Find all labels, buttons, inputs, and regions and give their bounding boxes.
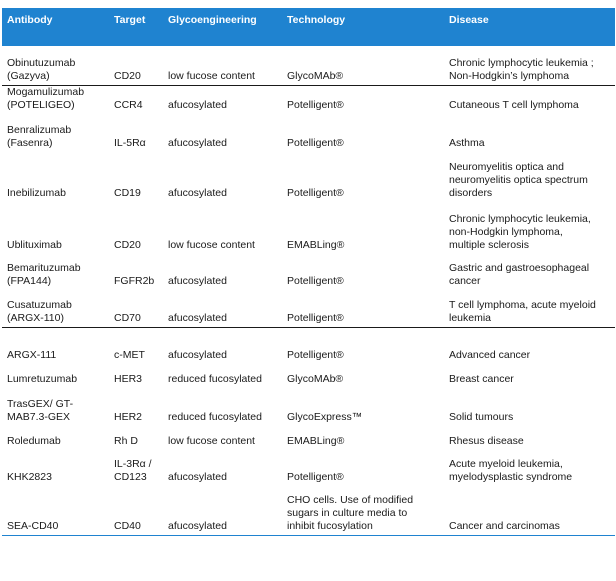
header-disease: Disease — [444, 8, 615, 46]
cell-tech: Potelligent® — [287, 470, 344, 483]
table-row: Lumretuzumab HER3 reduced fucosylated Glyco… — [2, 364, 615, 388]
cell-tech: CHO cells. Use of modified sugars in cult… — [282, 485, 444, 536]
cell-antibody: Bemarituzumab (FPA144) — [7, 261, 81, 287]
cell-antibody: SEA-CD40 — [2, 485, 109, 536]
cell-target: CD40 — [109, 485, 163, 536]
cell-glyco: reduced fucosylated — [168, 372, 262, 385]
cell-tech: EMABLing® — [287, 238, 345, 251]
cell-glyco: reduced fucosylated — [168, 410, 262, 423]
cell-target: FGFR2b — [114, 274, 155, 287]
header-row: Antibody Target Glycoengineering Technol… — [2, 8, 615, 46]
table-row: TrasGEX/ GT- MAB7.3-GEX HER2 reduced fucosy… — [2, 388, 615, 426]
table-header: Antibody Target Glycoengineering Technol… — [2, 8, 615, 46]
antibody-table: Antibody Target Glycoengineering Technol… — [2, 8, 615, 536]
header-target: Target — [109, 8, 163, 46]
cell-tech: Potelligent® — [287, 136, 344, 149]
cell-disease: Gastric and gastroesophageal cancer — [449, 261, 590, 287]
cell-antibody: Inebilizumab — [7, 186, 66, 199]
cell-antibody: Lumretuzumab — [7, 372, 78, 385]
cell-antibody: Benralizumab (Fasenra) — [7, 123, 72, 149]
cell-target: IL-3Rα / CD123 — [114, 457, 152, 483]
cell-tech: Potelligent® — [287, 348, 344, 361]
cell-target: CD70 — [109, 289, 163, 328]
cell-target: CD20 — [114, 238, 141, 251]
table-row: Ublituximab CD20 low fucose content EMABLin… — [2, 202, 615, 254]
table-row: Bemarituzumab (FPA144) FGFR2b afucosylated P… — [2, 254, 615, 290]
table-row: Cusatuzumab (ARGX-110) CD70 afucosylated Pot… — [2, 289, 615, 328]
cell-antibody: Ublituximab — [7, 238, 62, 251]
table-row: ARGX-111 c-MET afucosylated Potelligent® Adv… — [2, 328, 615, 364]
table-row: KHK2823 IL-3Rα / CD123 afucosylated Potellig… — [2, 450, 615, 486]
cell-glyco: afucosylated — [168, 274, 227, 287]
table-row: Obinutuzumab (Gazyva) CD20 low fucose conte… — [2, 46, 615, 86]
cell-tech: Potelligent® — [282, 289, 444, 328]
cell-glyco: afucosylated — [163, 485, 282, 536]
cell-target: CCR4 — [114, 98, 143, 111]
cell-disease: Cancer and carcinomas — [444, 485, 615, 536]
header-antibody: Antibody — [2, 8, 109, 46]
table-row: Inebilizumab CD19 afucosylated Potelligent®… — [2, 152, 615, 202]
header-technology: Technology — [282, 8, 444, 46]
cell-antibody: Cusatuzumab (ARGX-110) — [2, 289, 109, 328]
cell-disease: Breast cancer — [449, 372, 514, 385]
cell-target: CD19 — [114, 186, 141, 199]
cell-glyco: afucosylated — [168, 470, 227, 483]
cell-antibody: KHK2823 — [7, 470, 52, 483]
cell-glyco: afucosylated — [163, 289, 282, 328]
cell-tech: Potelligent® — [287, 274, 344, 287]
cell-antibody: Mogamulizumab (POTELIGEO) — [7, 85, 85, 111]
cell-disease: T cell lymphoma, acute myeloid leukemia — [444, 289, 615, 328]
cell-glyco: afucosylated — [168, 136, 227, 149]
cell-glyco: low fucose content — [163, 46, 282, 86]
cell-disease: Rhesus disease — [449, 434, 524, 447]
cell-glyco: afucosylated — [168, 186, 227, 199]
cell-disease: Advanced cancer — [449, 348, 531, 361]
cell-target: HER2 — [114, 410, 143, 423]
cell-disease: Asthma — [449, 136, 485, 149]
cell-target: c-MET — [114, 348, 145, 361]
cell-disease: Chronic lymphocytic leukemia ; Non-Hodgki… — [444, 46, 615, 86]
cell-tech: Potelligent® — [287, 98, 344, 111]
table-row: Roledumab Rh D low fucose content EMABLing®… — [2, 426, 615, 450]
cell-glyco: low fucose content — [168, 238, 255, 251]
cell-tech: GlycoMAb® — [287, 372, 344, 385]
cell-glyco: afucosylated — [168, 98, 227, 111]
cell-antibody: Roledumab — [7, 434, 61, 447]
cell-glyco: afucosylated — [168, 348, 227, 361]
cell-disease: Neuromyelitis optica and neuromyelitis op… — [449, 160, 588, 199]
table-row: SEA-CD40 CD40 afucosylated CHO cells. Use o… — [2, 485, 615, 536]
cell-tech: GlycoExpress™ — [287, 410, 363, 423]
cell-tech: GlycoMAb® — [282, 46, 444, 86]
table-body: Obinutuzumab (Gazyva) CD20 low fucose conte… — [2, 46, 615, 536]
table-row: Benralizumab (Fasenra) IL-5Rα afucosylated P… — [2, 114, 615, 152]
cell-disease: Solid tumours — [449, 410, 514, 423]
cell-glyco: low fucose content — [168, 434, 255, 447]
table-row: Mogamulizumab (POTELIGEO) CCR4 afucosylated… — [2, 85, 615, 114]
cell-tech: EMABLing® — [287, 434, 345, 447]
cell-antibody: ARGX-111 — [7, 348, 57, 361]
header-glycoengineering: Glycoengineering — [163, 8, 282, 46]
cell-disease: Chronic lymphocytic leukemia, non-Hodgkin… — [449, 212, 591, 251]
cell-target: IL-5Rα — [114, 136, 146, 149]
cell-tech: Potelligent® — [287, 186, 344, 199]
cell-target: Rh D — [114, 434, 138, 447]
cell-antibody: TrasGEX/ GT- MAB7.3-GEX — [7, 397, 74, 423]
cell-antibody: Obinutuzumab (Gazyva) — [2, 46, 109, 86]
cell-target: CD20 — [109, 46, 163, 86]
cell-disease: Acute myeloid leukemia, myelodysplastic s… — [449, 457, 573, 483]
cell-target: HER3 — [114, 372, 143, 385]
cell-disease: Cutaneous T cell lymphoma — [449, 98, 579, 111]
